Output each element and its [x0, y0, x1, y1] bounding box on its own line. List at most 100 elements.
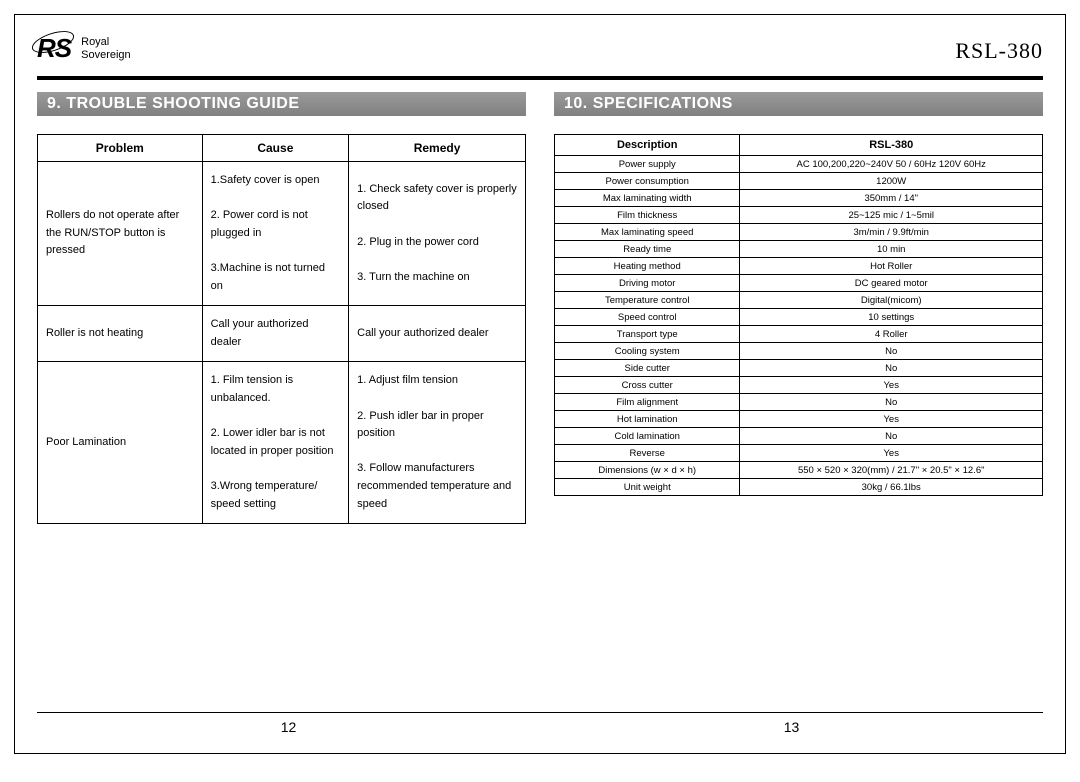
- logo-mark: RS: [37, 33, 71, 64]
- table-header-row: Description RSL-380: [555, 135, 1043, 156]
- table-row: Rollers do not operate after the RUN/STO…: [38, 162, 526, 306]
- spec-description: Power consumption: [555, 173, 740, 190]
- spec-value: Yes: [740, 445, 1043, 462]
- col-description: Description: [555, 135, 740, 156]
- page-num-left: 12: [281, 719, 297, 735]
- spec-description: Unit weight: [555, 479, 740, 496]
- table-row: Power supplyAC 100,200,220~240V 50 / 60H…: [555, 156, 1043, 173]
- table-row: Ready time10 min: [555, 241, 1043, 258]
- spec-description: Transport type: [555, 326, 740, 343]
- specifications-table: Description RSL-380 Power supplyAC 100,2…: [554, 134, 1043, 496]
- table-row: Unit weight30kg / 66.1lbs: [555, 479, 1043, 496]
- table-cell: Poor Lamination: [38, 362, 203, 524]
- spec-value: Digital(micom): [740, 292, 1043, 309]
- spec-value: No: [740, 428, 1043, 445]
- page-footer: 12 13: [37, 712, 1043, 735]
- spec-value: 1200W: [740, 173, 1043, 190]
- table-row: ReverseYes: [555, 445, 1043, 462]
- table-cell: 1.Safety cover is open 2. Power cord is …: [202, 162, 349, 306]
- right-column: 10. SPECIFICATIONS Description RSL-380 P…: [554, 92, 1043, 524]
- table-cell: Roller is not heating: [38, 306, 203, 362]
- table-row: Hot laminationYes: [555, 411, 1043, 428]
- page-num-right: 13: [784, 719, 800, 735]
- spec-description: Max laminating width: [555, 190, 740, 207]
- model-number: RSL-380: [955, 38, 1043, 64]
- spec-value: 3m/min / 9.9ft/min: [740, 224, 1043, 241]
- col-cause: Cause: [202, 135, 349, 162]
- spec-value: AC 100,200,220~240V 50 / 60Hz 120V 60Hz: [740, 156, 1043, 173]
- spec-description: Dimensions (w × d × h): [555, 462, 740, 479]
- table-row: Cooling systemNo: [555, 343, 1043, 360]
- spec-description: Temperature control: [555, 292, 740, 309]
- table-cell: 1. Check safety cover is properly closed…: [349, 162, 526, 306]
- troubleshooting-table: Problem Cause Remedy Rollers do not oper…: [37, 134, 526, 524]
- table-row: Film thickness25~125 mic / 1~5mil: [555, 207, 1043, 224]
- table-row: Dimensions (w × d × h)550 × 520 × 320(mm…: [555, 462, 1043, 479]
- specifications-heading: 10. SPECIFICATIONS: [554, 92, 1043, 116]
- spec-description: Cooling system: [555, 343, 740, 360]
- table-row: Driving motorDC geared motor: [555, 275, 1043, 292]
- spec-description: Ready time: [555, 241, 740, 258]
- table-row: Speed control10 settings: [555, 309, 1043, 326]
- spec-value: DC geared motor: [740, 275, 1043, 292]
- table-row: Side cutterNo: [555, 360, 1043, 377]
- col-value: RSL-380: [740, 135, 1043, 156]
- spec-value: 350mm / 14": [740, 190, 1043, 207]
- table-row: Cross cutterYes: [555, 377, 1043, 394]
- page-header: RS Royal Sovereign RSL-380: [37, 33, 1043, 70]
- spec-description: Driving motor: [555, 275, 740, 292]
- page-numbers: 12 13: [37, 719, 1043, 735]
- spec-description: Side cutter: [555, 360, 740, 377]
- spec-value: Yes: [740, 411, 1043, 428]
- brand-logo: RS Royal Sovereign: [37, 33, 131, 64]
- left-column: 9. TROUBLE SHOOTING GUIDE Problem Cause …: [37, 92, 526, 524]
- table-row: Film alignmentNo: [555, 394, 1043, 411]
- spec-value: 25~125 mic / 1~5mil: [740, 207, 1043, 224]
- table-cell: 1. Adjust film tension 2. Push idler bar…: [349, 362, 526, 524]
- spec-value: 550 × 520 × 320(mm) / 21.7" × 20.5" × 12…: [740, 462, 1043, 479]
- spec-description: Speed control: [555, 309, 740, 326]
- header-rule: [37, 76, 1043, 80]
- spec-description: Film thickness: [555, 207, 740, 224]
- table-row: Roller is not heatingCall your authorize…: [38, 306, 526, 362]
- table-row: Max laminating width350mm / 14": [555, 190, 1043, 207]
- spec-description: Hot lamination: [555, 411, 740, 428]
- spec-value: 30kg / 66.1lbs: [740, 479, 1043, 496]
- spec-value: 10 min: [740, 241, 1043, 258]
- spec-description: Film alignment: [555, 394, 740, 411]
- spec-description: Reverse: [555, 445, 740, 462]
- table-header-row: Problem Cause Remedy: [38, 135, 526, 162]
- troubleshooting-heading: 9. TROUBLE SHOOTING GUIDE: [37, 92, 526, 116]
- spec-value: 4 Roller: [740, 326, 1043, 343]
- table-cell: Call your authorized dealer: [202, 306, 349, 362]
- spec-value: Yes: [740, 377, 1043, 394]
- table-cell: 1. Film tension is unbalanced. 2. Lower …: [202, 362, 349, 524]
- spec-description: Max laminating speed: [555, 224, 740, 241]
- table-cell: Call your authorized dealer: [349, 306, 526, 362]
- table-row: Heating methodHot Roller: [555, 258, 1043, 275]
- spec-value: No: [740, 343, 1043, 360]
- table-cell: Rollers do not operate after the RUN/STO…: [38, 162, 203, 306]
- content-columns: 9. TROUBLE SHOOTING GUIDE Problem Cause …: [37, 92, 1043, 524]
- table-row: Cold laminationNo: [555, 428, 1043, 445]
- table-row: Transport type4 Roller: [555, 326, 1043, 343]
- logo-text: Royal Sovereign: [81, 36, 131, 60]
- spec-description: Heating method: [555, 258, 740, 275]
- spec-description: Cross cutter: [555, 377, 740, 394]
- logo-line2: Sovereign: [81, 49, 131, 61]
- table-row: Power consumption1200W: [555, 173, 1043, 190]
- table-row: Temperature controlDigital(micom): [555, 292, 1043, 309]
- spec-value: Hot Roller: [740, 258, 1043, 275]
- spec-description: Power supply: [555, 156, 740, 173]
- table-row: Max laminating speed3m/min / 9.9ft/min: [555, 224, 1043, 241]
- logo-line1: Royal: [81, 36, 131, 48]
- col-remedy: Remedy: [349, 135, 526, 162]
- spec-value: No: [740, 394, 1043, 411]
- page-frame: RS Royal Sovereign RSL-380 9. TROUBLE SH…: [14, 14, 1066, 754]
- table-row: Poor Lamination1. Film tension is unbala…: [38, 362, 526, 524]
- spec-description: Cold lamination: [555, 428, 740, 445]
- spec-value: 10 settings: [740, 309, 1043, 326]
- footer-rule: [37, 712, 1043, 713]
- col-problem: Problem: [38, 135, 203, 162]
- spec-value: No: [740, 360, 1043, 377]
